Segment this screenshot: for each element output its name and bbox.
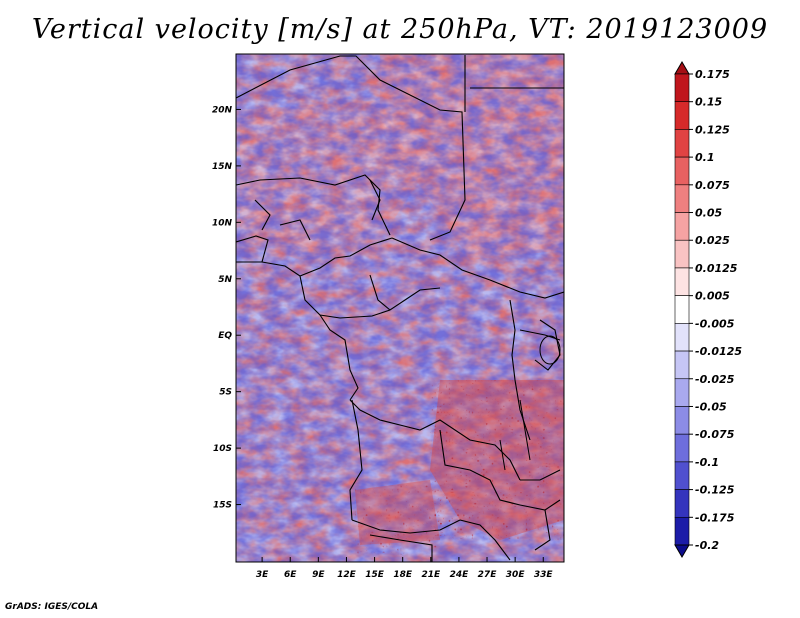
lat-label: 10S <box>213 444 232 454</box>
colorbar-swatch <box>674 212 690 241</box>
lon-label: 30E <box>506 570 526 580</box>
colorbar-swatch <box>674 378 690 407</box>
colorbar-swatch <box>674 129 690 158</box>
colorbar-swatch <box>674 239 690 269</box>
colorbar-swatch <box>674 156 690 186</box>
colorbar-label: 0.1 <box>695 151 715 164</box>
lon-label: 18E <box>393 570 413 580</box>
colorbar-label: -0.1 <box>695 456 719 469</box>
lakes <box>499 335 561 471</box>
colorbar-label: 0.075 <box>695 179 730 192</box>
colorbar-label: -0.2 <box>695 539 719 552</box>
longitude-axis: 3E 6E 9E 12E 15E 18E 21E 24E 27E 30E 33E <box>256 557 554 580</box>
grads-credit: GrADS: IGES/COLA <box>5 602 99 612</box>
lon-label: 27E <box>478 570 498 580</box>
colorbar-label: -0.0125 <box>695 345 742 358</box>
lat-label: EQ <box>218 331 232 341</box>
colorbar-label: 0.15 <box>695 96 722 109</box>
colorbar-min-arrow <box>674 544 690 558</box>
colorbar-label: 0.0125 <box>695 262 738 275</box>
colorbar-label: -0.075 <box>695 428 735 441</box>
colorbar-swatch <box>674 267 690 296</box>
lat-label: 5N <box>218 275 232 285</box>
lat-label: 15S <box>213 501 232 511</box>
colorbar-swatch <box>674 350 690 380</box>
colorbar-label: -0.05 <box>695 400 727 413</box>
colorbar-label: 0.05 <box>695 207 722 220</box>
lon-label: 15E <box>365 570 385 580</box>
lat-label: 10N <box>212 218 233 228</box>
colorbar-swatch <box>674 295 690 324</box>
lat-label: 5S <box>219 388 232 398</box>
lon-label: 3E <box>256 570 269 580</box>
colorbar-swatch <box>674 516 690 546</box>
latitude-axis: 20N 15N 10N 5N EQ 5S 10S 15S <box>212 105 241 511</box>
colorbar-label: 0.125 <box>695 123 730 136</box>
lon-label: 21E <box>421 570 441 580</box>
colorbar-swatch <box>674 184 690 213</box>
map-title: Vertical velocity [m/s] at 250hPa, VT: 2… <box>31 14 769 45</box>
colorbar-swatch <box>674 406 690 435</box>
colorbar-label: -0.125 <box>695 484 735 497</box>
lat-label: 20N <box>212 105 233 115</box>
colorbar-label: 0.175 <box>695 68 730 81</box>
country-borders <box>236 55 564 562</box>
colorbar-swatch <box>674 323 690 352</box>
lon-label: 6E <box>284 570 297 580</box>
colorbar-label: -0.025 <box>695 373 735 386</box>
colorbar-swatch <box>674 73 690 103</box>
colorbar-swatch <box>674 489 690 518</box>
colorbar-swatch <box>674 101 690 130</box>
lat-label: 15N <box>212 162 233 172</box>
colorbar: 0.175 0.15 0.125 0.1 0.075 0.05 0.025 0.0125 0.0… <box>674 61 742 558</box>
lon-label: 12E <box>337 570 357 580</box>
colorbar-swatch <box>674 433 690 463</box>
lon-label: 9E <box>312 570 325 580</box>
colorbar-max-arrow <box>674 61 690 75</box>
colorbar-label: 0.025 <box>695 234 730 247</box>
velocity-field <box>236 54 564 562</box>
colorbar-label: -0.175 <box>695 511 735 524</box>
colorbar-label: 0.005 <box>695 290 730 303</box>
map-frame <box>235 53 565 563</box>
lon-label: 24E <box>450 570 470 580</box>
colorbar-swatch <box>674 461 690 490</box>
lon-label: 33E <box>534 570 554 580</box>
colorbar-label: -0.005 <box>695 317 735 330</box>
